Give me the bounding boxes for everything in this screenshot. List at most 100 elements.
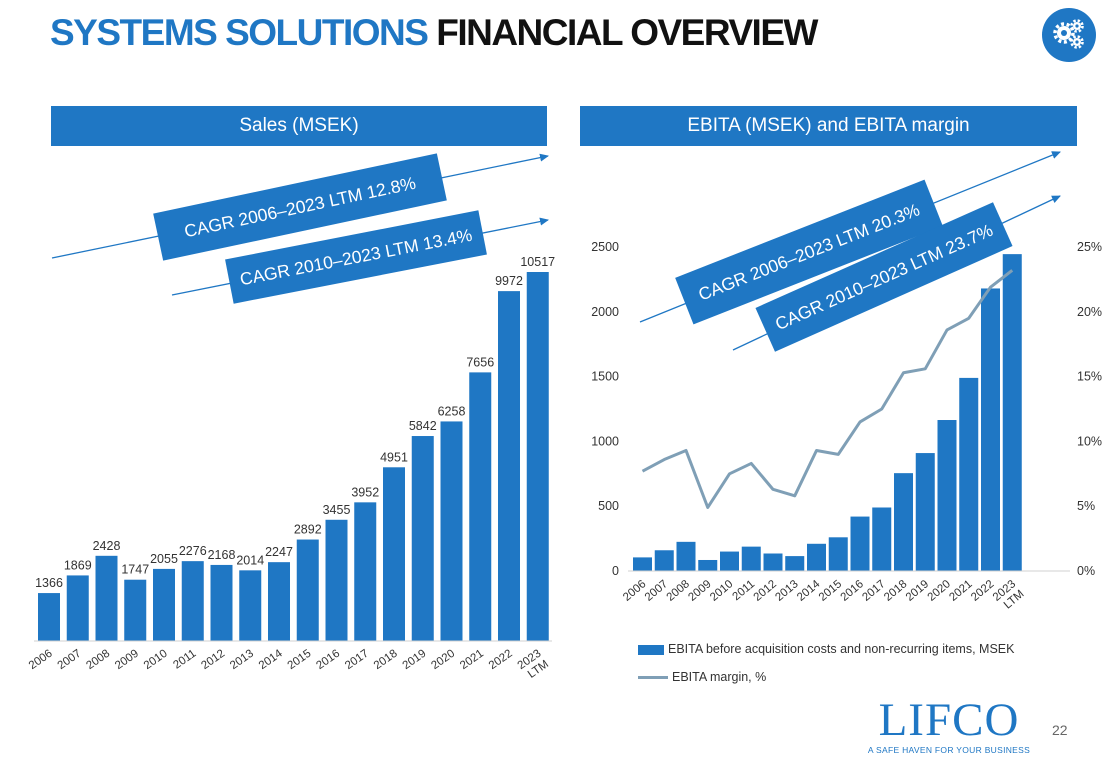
ebita-right-tick: 10% xyxy=(1077,434,1102,448)
sales-data-label: 2276 xyxy=(179,544,207,558)
ebita-bar-2019 xyxy=(915,453,935,571)
sales-data-label: 7656 xyxy=(466,355,494,369)
ebita-tick-label: 2017 xyxy=(860,578,887,604)
cagr-banner-box xyxy=(225,210,487,304)
sales-tick-label: 2022 xyxy=(487,648,515,673)
sales-data-label: 9972 xyxy=(495,274,523,288)
ebita-tick-label: 2009 xyxy=(686,578,713,604)
sales-bar-2008 xyxy=(95,555,118,641)
ebita-tick-label: 2012 xyxy=(752,578,779,604)
cagr-banner-box xyxy=(755,202,1013,352)
ebita-bar-2023-ltm xyxy=(1002,254,1022,572)
sales-data-label: 2247 xyxy=(265,545,293,559)
sales-tick-label: 2012 xyxy=(199,648,227,673)
lifco-logo: LIFCO A SAFE HAVEN FOR YOUR BUSINESS xyxy=(866,694,1032,756)
ebita-tick-label: 2014 xyxy=(795,578,823,604)
sales-bar-2014 xyxy=(268,562,290,641)
ebita-bar-2016 xyxy=(850,516,870,571)
sales-bar-2012 xyxy=(210,564,233,641)
ebita-bar-2008 xyxy=(676,541,696,571)
sales-bar-2020 xyxy=(440,421,463,641)
sales-tick-label: 2020 xyxy=(429,648,457,673)
ebita-tick-label: 2022 xyxy=(969,578,996,604)
ebita-tick-label: 2013 xyxy=(773,578,800,604)
ebita-margin-line xyxy=(641,269,1014,509)
sales-tick-label: 2007 xyxy=(56,648,84,673)
sales-tick-label: 2006 xyxy=(27,648,55,673)
sales-bar-2018 xyxy=(383,467,405,641)
page-title: SYSTEMS SOLUTIONS FINANCIAL OVERVIEW xyxy=(50,12,818,54)
sales-tick-label: 2014 xyxy=(257,647,285,672)
sales-data-label: 2055 xyxy=(150,552,178,566)
sales-data-label: 2168 xyxy=(208,548,236,562)
logo-tagline: A SAFE HAVEN FOR YOUR BUSINESS xyxy=(867,745,1031,755)
ebita-tick-label: 2019 xyxy=(904,578,931,604)
sales-bar-2017 xyxy=(354,502,377,641)
sales-tick-label: 2018 xyxy=(372,648,400,673)
sales-bar-2022 xyxy=(498,291,520,641)
ebita-bar-2011 xyxy=(741,546,761,571)
page-title-part1: SYSTEMS SOLUTIONS xyxy=(50,12,429,53)
legend-item-margin: EBITA margin, % xyxy=(638,670,766,684)
ebita-tick-label: 2006 xyxy=(621,578,648,604)
sales-tick-label: 2010 xyxy=(142,648,170,673)
ebita-tick-label: 2023LTM xyxy=(991,578,1027,614)
ebita-bar-2020 xyxy=(937,420,957,571)
sales-bar-2019 xyxy=(411,436,434,641)
sales-tick-label: 2015 xyxy=(286,648,314,673)
sales-data-label: 5842 xyxy=(409,419,437,433)
sales-tick-label: 2023LTM xyxy=(516,648,551,683)
ebita-bar-2018 xyxy=(894,473,913,571)
ebita-left-tick: 0 xyxy=(612,564,619,578)
sales-tick-label: 2013 xyxy=(228,648,256,673)
ebita-tick-label: 2008 xyxy=(665,578,692,604)
ebita-tick-label: 2018 xyxy=(882,578,909,604)
ebita-bar-2015 xyxy=(828,537,848,571)
sales-data-label: 3952 xyxy=(351,485,379,499)
cagr-banner-box xyxy=(675,179,943,325)
sales-bar-2011 xyxy=(181,561,204,641)
sales-bar-2010 xyxy=(153,568,175,641)
cagr-annotations: CAGR 2006–2023 LTM 12.8%CAGR 2010–2023 L… xyxy=(51,151,1061,352)
sales-data-label: 1747 xyxy=(121,563,149,577)
sales-tick-label: 2017 xyxy=(343,648,371,673)
ebita-right-tick: 20% xyxy=(1077,305,1102,319)
sales-chart-title: Sales (MSEK) xyxy=(51,106,547,146)
ebita-bar-2021 xyxy=(959,377,979,571)
sales-bar-2007 xyxy=(66,575,89,641)
sales-data-label: 2892 xyxy=(294,523,322,537)
sales-tick-label: 2009 xyxy=(113,648,141,673)
ebita-tick-label: 2011 xyxy=(731,578,758,603)
ebita-right-tick: 15% xyxy=(1077,370,1102,384)
ebita-tick-label: 2015 xyxy=(817,578,844,604)
logo-wordmark: LIFCO xyxy=(878,694,1020,746)
sales-data-label: 4951 xyxy=(380,450,408,464)
sales-data-label: 1869 xyxy=(64,558,92,572)
ebita-tick-label: 2007 xyxy=(643,578,670,604)
sales-data-label: 2014 xyxy=(236,553,264,567)
legend-swatch-line xyxy=(638,676,668,680)
sales-bar-2023-ltm xyxy=(526,272,549,641)
ebita-left-tick: 2000 xyxy=(591,305,619,319)
sales-bar-2006 xyxy=(38,593,60,641)
sales-tick-label: 2016 xyxy=(314,648,342,673)
sales-bar-2016 xyxy=(325,519,348,641)
sales-bar-2009 xyxy=(124,579,147,641)
legend-label-margin: EBITA margin, % xyxy=(672,670,767,684)
ebita-bar-2012 xyxy=(763,553,783,571)
sales-bar-2021 xyxy=(469,372,492,641)
ebita-tick-label: 2016 xyxy=(839,578,866,604)
ebita-bar-2010 xyxy=(720,551,739,571)
ebita-left-tick: 1500 xyxy=(591,370,619,384)
legend-swatch-bar xyxy=(638,644,664,655)
ebita-right-tick: 0% xyxy=(1077,564,1095,578)
sales-tick-label: 2019 xyxy=(401,648,429,673)
ebita-tick-label: 2021 xyxy=(947,578,974,604)
sales-tick-label: 2021 xyxy=(458,648,486,673)
gears-icon xyxy=(1042,8,1096,62)
sales-data-label: 10517 xyxy=(520,255,555,269)
cagr-banner-box xyxy=(153,153,447,261)
ebita-left-tick: 500 xyxy=(598,499,619,513)
sales-data-label: 3455 xyxy=(323,503,351,517)
